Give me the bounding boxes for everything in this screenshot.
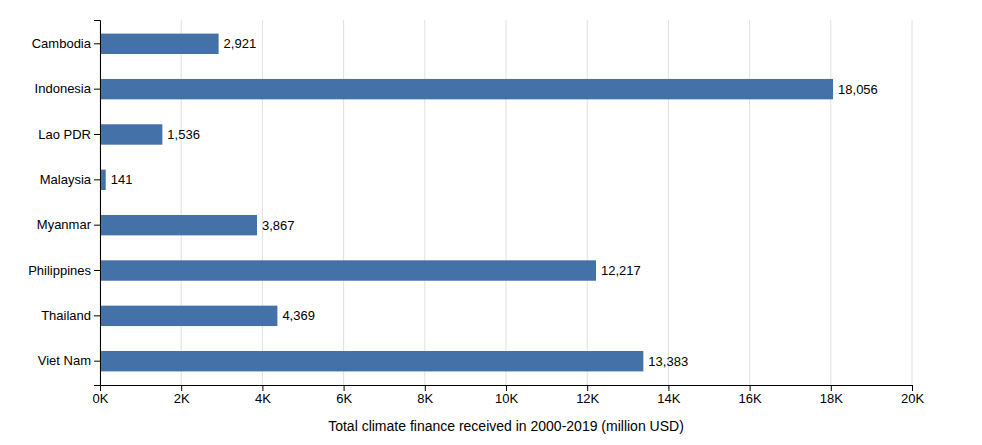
x-tick-label: 12K	[576, 391, 599, 406]
y-tick-mark	[94, 315, 100, 316]
x-tick: 10K	[495, 385, 518, 406]
x-tick-label: 0K	[93, 391, 109, 406]
y-tick: Thailand	[41, 308, 100, 323]
data-label: 13,383	[648, 354, 688, 369]
x-tick-label: 20K	[901, 391, 924, 406]
x-tick: 2K	[174, 385, 190, 406]
y-tick: Malaysia	[40, 172, 100, 187]
data-label: 3,867	[262, 218, 295, 233]
y-tick-mark	[94, 361, 100, 362]
x-axis-line	[101, 386, 913, 392]
x-axis: 0K 2K 4K 6K 8K 10K 12K 14K 16K 18K 20K	[93, 385, 925, 406]
y-axis: Cambodia Indonesia Lao PDR Malaysia Myanmar P…	[28, 21, 100, 386]
bars	[100, 34, 833, 372]
grid-line	[181, 20, 182, 385]
bar	[100, 34, 219, 54]
x-tick-mark	[668, 385, 669, 391]
x-tick-mark	[750, 385, 751, 391]
y-tick-label: Philippines	[28, 263, 91, 278]
x-tick: 0K	[93, 385, 109, 406]
y-tick-label: Thailand	[41, 308, 91, 323]
grid-line	[424, 20, 425, 385]
data-label: 2,921	[224, 36, 257, 51]
x-tick-label: 10K	[495, 391, 518, 406]
grid-line	[830, 20, 831, 385]
x-tick-label: 2K	[174, 391, 190, 406]
y-tick-label: Viet Nam	[38, 353, 91, 368]
y-tick-label: Malaysia	[40, 172, 92, 187]
bar	[100, 215, 257, 235]
y-tick: Viet Nam	[38, 353, 100, 368]
x-tick-mark	[831, 385, 832, 391]
bar	[100, 79, 833, 99]
grid-line	[587, 20, 588, 385]
x-tick: 18K	[820, 385, 843, 406]
y-tick-mark	[94, 225, 100, 226]
y-tick: Philippines	[28, 263, 100, 278]
y-tick-mark	[94, 179, 100, 180]
data-label: 18,056	[838, 82, 878, 97]
grid-line	[749, 20, 750, 385]
y-tick: Cambodia	[32, 36, 100, 51]
y-tick-label: Indonesia	[35, 81, 92, 96]
x-tick-mark	[587, 385, 588, 391]
x-tick: 6K	[336, 385, 352, 406]
x-tick: 20K	[901, 385, 924, 406]
x-tick-label: 8K	[417, 391, 433, 406]
grid	[100, 20, 912, 385]
data-label: 1,536	[167, 127, 200, 142]
x-tick: 12K	[576, 385, 599, 406]
x-tick: 14K	[657, 385, 680, 406]
x-tick-label: 6K	[336, 391, 352, 406]
grid-line	[668, 20, 669, 385]
x-tick-label: 16K	[739, 391, 762, 406]
bar	[100, 124, 162, 144]
grid-line	[506, 20, 507, 385]
y-tick-mark	[94, 134, 100, 135]
y-tick: Lao PDR	[38, 127, 100, 142]
y-tick: Myanmar	[37, 217, 100, 232]
data-label: 4,369	[282, 308, 315, 323]
bar	[100, 306, 277, 326]
bar	[100, 260, 596, 280]
plot: 2,921 18,056 1,536 141 3,867 12,217 4,369 13,38…	[28, 20, 924, 406]
y-tick-label: Lao PDR	[38, 127, 91, 142]
x-tick-label: 18K	[820, 391, 843, 406]
x-axis-title: Total climate finance received in 2000-2…	[328, 418, 684, 434]
data-label: 12,217	[601, 263, 641, 278]
x-tick: 4K	[255, 385, 271, 406]
data-label: 141	[111, 172, 133, 187]
x-tick-label: 14K	[657, 391, 680, 406]
y-tick-mark	[94, 89, 100, 90]
bar	[100, 351, 643, 371]
chart: 2,921 18,056 1,536 141 3,867 12,217 4,369 13,38…	[0, 0, 982, 445]
x-tick-mark	[181, 385, 182, 391]
x-tick-mark	[344, 385, 345, 391]
x-tick: 16K	[739, 385, 762, 406]
y-tick-label: Cambodia	[32, 36, 92, 51]
grid-line	[262, 20, 263, 385]
y-tick-mark	[94, 270, 100, 271]
y-tick-label: Myanmar	[37, 217, 92, 232]
y-tick: Indonesia	[35, 81, 100, 96]
grid-line	[912, 20, 913, 385]
x-tick-mark	[506, 385, 507, 391]
x-tick-mark	[912, 385, 913, 391]
x-tick-label: 4K	[255, 391, 271, 406]
grid-line	[343, 20, 344, 385]
x-tick-mark	[262, 385, 263, 391]
y-tick-mark	[94, 43, 100, 44]
y-axis-line	[94, 21, 101, 386]
x-tick-mark	[425, 385, 426, 391]
x-tick: 8K	[417, 385, 433, 406]
data-labels: 2,921 18,056 1,536 141 3,867 12,217 4,369 13,38…	[111, 36, 878, 368]
